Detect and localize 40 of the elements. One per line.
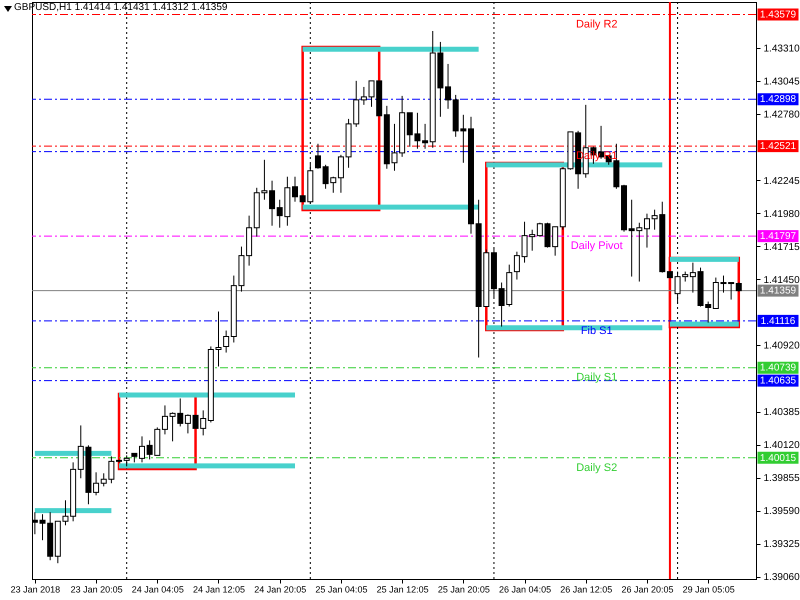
x-tick-label: 23 Jan 20:05	[70, 584, 123, 594]
x-tick-label: 23 Jan 2018	[10, 584, 60, 594]
x-tick-label: 24 Jan 12:05	[192, 584, 246, 594]
text: 1.43579	[760, 10, 797, 21]
x-tick-label: 24 Jan 04:05	[132, 584, 184, 594]
x-tick-label: 26 Jan 20:05	[621, 584, 674, 594]
y-tick-label: 1.39590	[764, 506, 800, 518]
y-tick-label: 1.41715	[764, 242, 800, 253]
y-tick-label: 1.42780	[764, 109, 800, 120]
text: 1.40739	[760, 362, 797, 374]
y-tick-label: 1.40120	[764, 440, 800, 452]
candlestick	[736, 282, 742, 292]
ref-line-label: Daily R2	[576, 18, 618, 31]
ref-line-label: Daily Pivot	[570, 240, 623, 252]
x-tick-label: 25 Jan 20:05	[438, 584, 490, 594]
text: 1.42898	[760, 94, 797, 106]
x-tick-label: 24 Jan 20:05	[254, 584, 306, 594]
y-tick-label: 1.40920	[764, 340, 800, 352]
x-tick-label: 26 Jan 12:05	[560, 584, 612, 594]
text: 1.40635	[760, 376, 797, 387]
y-tick-label: 1.41980	[764, 208, 800, 220]
x-tick-label: 26 Jan 04:05	[499, 584, 552, 594]
y-tick-label: 1.39855	[764, 473, 800, 484]
text: 1.40015	[760, 452, 797, 464]
y-tick-label: 1.43310	[764, 44, 800, 55]
text: 1.41797	[760, 231, 797, 242]
y-tick-label: 1.43045	[764, 76, 800, 88]
y-tick-label: 1.39325	[764, 539, 800, 550]
text: 1.41116	[760, 316, 796, 327]
y-tick-label: 1.39060	[764, 572, 800, 584]
x-tick-label: 25 Jan 04:05	[315, 584, 368, 594]
text: 1.41359	[760, 286, 797, 297]
ref-line-label: Daily S2	[576, 462, 618, 474]
y-tick-label: 1.40385	[764, 407, 800, 418]
candlestick	[223, 330, 230, 354]
y-tick-label: 1.42245	[764, 176, 800, 187]
text: 1.42521	[760, 141, 797, 152]
x-tick-label: 29 Jan 05:05	[682, 584, 735, 594]
x-tick-label: 25 Jan 12:05	[376, 584, 429, 594]
y-tick-label: 1.41450	[764, 274, 800, 286]
